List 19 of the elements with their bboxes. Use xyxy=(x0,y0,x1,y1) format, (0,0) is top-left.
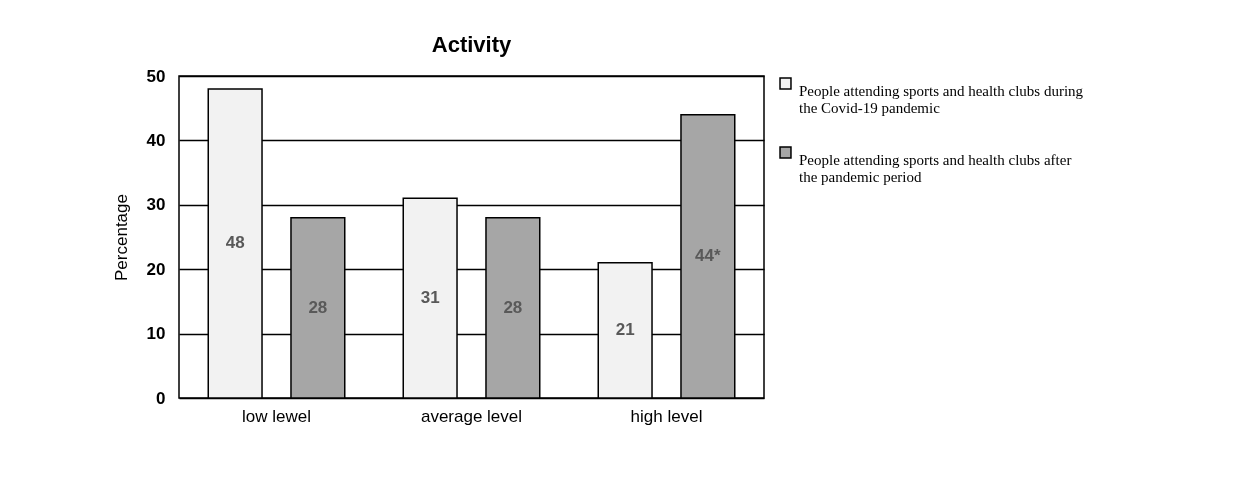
y-tick-label: 40 xyxy=(146,130,166,150)
x-tick-label: low lewel xyxy=(242,406,311,426)
y-tick-label: 10 xyxy=(146,324,166,344)
data-label: 31 xyxy=(420,288,440,308)
y-tick-label: 0 xyxy=(156,388,166,408)
data-label: 21 xyxy=(615,320,635,340)
legend-label: People attending sports and health clubs after the pandemic period xyxy=(799,151,1072,185)
chart-title: Activity xyxy=(431,32,512,57)
y-axis-title: Percentage xyxy=(111,194,131,281)
y-tick-label: 30 xyxy=(146,195,166,215)
data-label: 48 xyxy=(225,233,245,253)
data-label: 44* xyxy=(695,246,722,266)
legend-label: People attending sports and health clubs during the Covid-19 pandemic xyxy=(799,82,1084,116)
y-tick-label: 20 xyxy=(146,259,166,279)
y-tick-label: 50 xyxy=(146,66,166,86)
x-tick-label: high level xyxy=(630,406,703,426)
data-label: 28 xyxy=(308,297,328,317)
x-tick-label: average level xyxy=(420,406,523,426)
data-label: 28 xyxy=(503,297,523,317)
